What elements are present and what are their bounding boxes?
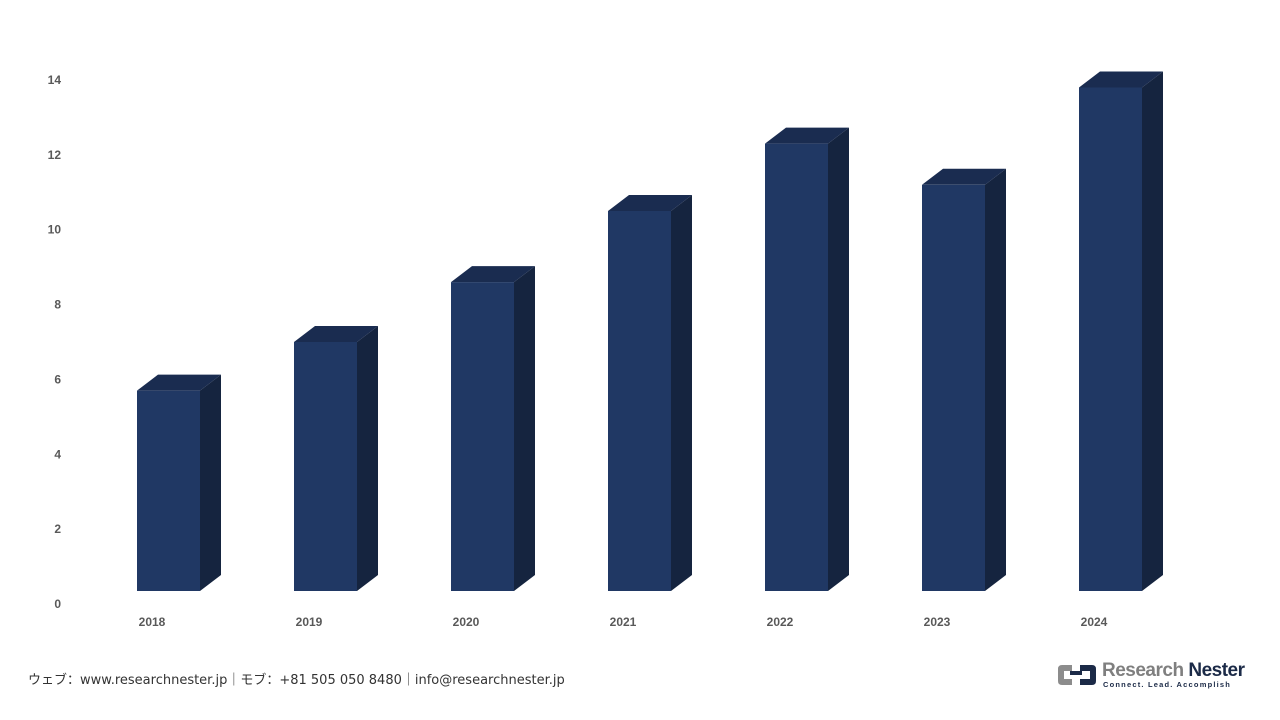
x-tick-label: 2024 <box>1081 615 1108 629</box>
bar-top <box>922 168 1006 185</box>
research-nester-logo: Research Nester Connect. Lead. Accomplis… <box>1056 660 1245 690</box>
bar-side <box>985 168 1006 592</box>
bar-top <box>294 326 378 342</box>
x-tick-label: 2020 <box>453 615 480 629</box>
bar-side <box>200 374 221 591</box>
bar-top <box>1079 71 1163 88</box>
bar-top <box>765 127 849 144</box>
footer-contact: ウェブ：www.researchnester.jp｜モブ：+81 505 050… <box>28 673 565 688</box>
bar-top <box>451 266 535 283</box>
y-tick-label: 6 <box>54 372 61 386</box>
x-tick-label: 2018 <box>139 615 166 629</box>
bar-top <box>137 374 221 391</box>
bar-side <box>514 266 535 591</box>
y-tick-label: 8 <box>54 298 61 312</box>
bar-side <box>828 127 849 591</box>
x-tick-label: 2023 <box>924 615 951 629</box>
bar-2018 <box>137 390 200 591</box>
logo-tagline: Connect. Lead. Accomplish <box>1103 680 1232 689</box>
y-tick-label: 12 <box>48 148 62 162</box>
y-tick-label: 14 <box>48 73 62 87</box>
bar-2019 <box>294 342 357 591</box>
y-tick-label: 2 <box>54 522 61 536</box>
y-tick-label: 4 <box>54 447 61 461</box>
bar-top <box>608 195 692 211</box>
bar-side <box>671 195 692 591</box>
bar-2023 <box>922 184 985 592</box>
bar-2024 <box>1079 87 1142 591</box>
x-tick-label: 2022 <box>767 615 794 629</box>
bar-2021 <box>608 211 671 591</box>
bar-2022 <box>765 143 828 591</box>
bar-side <box>357 326 378 591</box>
bar-side <box>1142 71 1163 591</box>
logo-icon <box>1058 665 1096 685</box>
x-tick-label: 2019 <box>296 615 323 629</box>
x-tick-label: 2021 <box>610 615 637 629</box>
y-tick-label: 10 <box>48 223 62 237</box>
bar-2020 <box>451 282 514 591</box>
logo-name-2: Nester <box>1188 660 1245 681</box>
bar-chart: 0 2 4 6 8 10 12 14 2018 2019 2020 2021 2022 2023 2024 <box>48 71 1163 629</box>
y-tick-label: 0 <box>54 597 61 611</box>
logo-name-1: Research <box>1102 660 1189 681</box>
